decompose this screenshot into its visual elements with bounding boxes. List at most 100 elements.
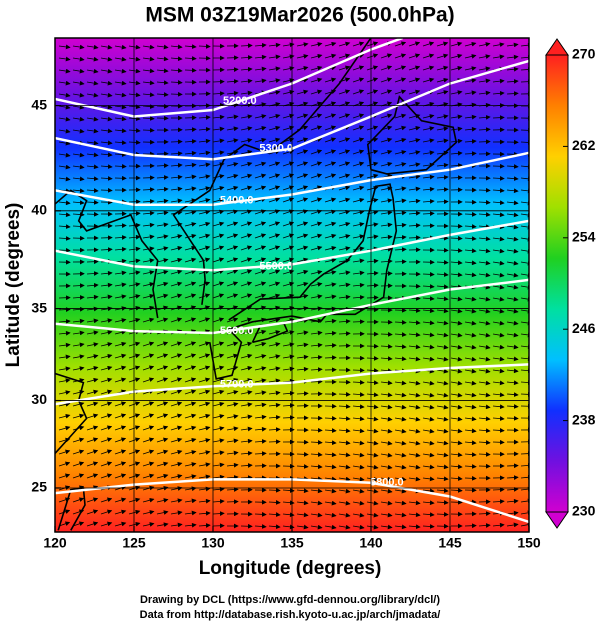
wind-arrow xyxy=(156,365,169,371)
wind-arrow xyxy=(422,211,435,216)
wind-arrow xyxy=(506,164,519,169)
wind-arrow xyxy=(352,428,365,434)
wind-arrow xyxy=(324,318,337,324)
wind-arrow xyxy=(310,53,323,59)
wind-arrow xyxy=(268,42,281,48)
wind-arrow xyxy=(254,66,267,72)
wind-arrow xyxy=(212,221,225,227)
wind-arrow xyxy=(142,68,155,74)
wind-arrow xyxy=(240,426,253,432)
wind-arrow xyxy=(100,187,113,193)
wind-arrow xyxy=(170,293,183,299)
wind-arrow xyxy=(100,270,113,276)
wind-arrow xyxy=(254,78,267,84)
wind-arrow xyxy=(170,377,183,383)
wind-arrow xyxy=(352,452,365,458)
wind-arrow xyxy=(240,269,253,275)
wind-arrow xyxy=(338,404,351,409)
wind-arrow xyxy=(450,90,463,95)
wind-arrow xyxy=(254,233,267,239)
wind-arrow xyxy=(240,161,253,167)
wind-arrow xyxy=(128,116,141,122)
wind-arrow xyxy=(352,65,365,71)
wind-arrow xyxy=(58,56,71,62)
wind-arrow xyxy=(408,150,421,155)
wind-arrow xyxy=(464,452,477,457)
wind-arrow xyxy=(254,245,267,251)
wind-arrow xyxy=(212,79,225,85)
wind-arrow xyxy=(478,451,491,457)
wind-arrow xyxy=(254,161,267,167)
wind-arrow xyxy=(212,353,225,359)
wind-arrow xyxy=(478,200,491,205)
wind-arrow xyxy=(142,127,155,133)
wind-arrow xyxy=(366,65,379,71)
wind-arrow xyxy=(170,68,183,73)
wind-arrow xyxy=(436,174,449,180)
wind-arrow xyxy=(366,270,379,276)
wind-arrow xyxy=(506,54,519,60)
wind-arrow xyxy=(226,79,239,84)
wind-arrow xyxy=(464,392,477,398)
wind-arrow xyxy=(380,65,393,71)
wind-arrow xyxy=(86,294,99,300)
wind-arrow xyxy=(436,440,449,446)
wind-arrow xyxy=(324,137,337,143)
wind-arrow xyxy=(114,437,127,443)
wind-arrow xyxy=(296,366,309,372)
wind-arrow xyxy=(254,54,267,60)
wind-arrow xyxy=(422,404,435,410)
wind-arrow xyxy=(72,437,85,443)
wind-arrow xyxy=(310,294,323,299)
wind-arrow xyxy=(114,128,127,134)
wind-arrow xyxy=(254,354,267,359)
wind-arrow xyxy=(58,330,71,336)
wind-arrow xyxy=(450,428,463,434)
wind-arrow xyxy=(114,246,127,252)
wind-arrow xyxy=(506,415,519,421)
wind-arrow xyxy=(72,306,85,312)
wind-arrow xyxy=(394,150,407,155)
wind-arrow xyxy=(464,78,477,83)
wind-arrow xyxy=(240,341,253,347)
wind-arrow xyxy=(310,113,323,119)
wind-arrow xyxy=(310,354,323,360)
wind-arrow xyxy=(184,365,197,371)
wind-arrow xyxy=(394,77,407,83)
wind-arrow xyxy=(254,426,267,432)
wind-arrow xyxy=(436,126,449,132)
wind-arrow xyxy=(268,245,281,251)
wind-arrow xyxy=(310,185,323,191)
wind-arrow xyxy=(310,197,323,203)
wind-arrow xyxy=(324,77,337,83)
wind-arrow xyxy=(352,392,365,397)
wind-arrow xyxy=(394,234,407,240)
y-tick-label: 30 xyxy=(31,391,47,407)
wind-arrow xyxy=(86,92,99,98)
colorbar xyxy=(545,54,569,513)
wind-arrow xyxy=(114,56,127,62)
wind-arrow xyxy=(338,41,351,47)
wind-arrow xyxy=(520,42,529,48)
wind-arrow xyxy=(86,401,99,407)
wind-arrow xyxy=(100,330,113,335)
wind-arrow xyxy=(338,416,351,422)
wind-arrow xyxy=(170,413,183,419)
wind-arrow xyxy=(296,197,309,203)
wind-arrow xyxy=(156,413,169,419)
wind-arrow xyxy=(254,257,267,263)
wind-arrow xyxy=(310,245,323,251)
wind-arrow xyxy=(58,342,71,348)
wind-arrow xyxy=(464,368,477,374)
wind-arrow xyxy=(366,404,379,410)
wind-arrow xyxy=(436,90,449,95)
wind-arrow xyxy=(478,90,491,96)
wind-arrow xyxy=(520,344,529,350)
wind-arrow xyxy=(226,281,239,287)
wind-arrow xyxy=(58,319,71,324)
wind-arrow xyxy=(86,56,99,62)
wind-arrow xyxy=(170,317,183,323)
wind-arrow xyxy=(422,186,435,192)
wind-arrow xyxy=(506,42,519,48)
wind-arrow xyxy=(338,89,351,95)
